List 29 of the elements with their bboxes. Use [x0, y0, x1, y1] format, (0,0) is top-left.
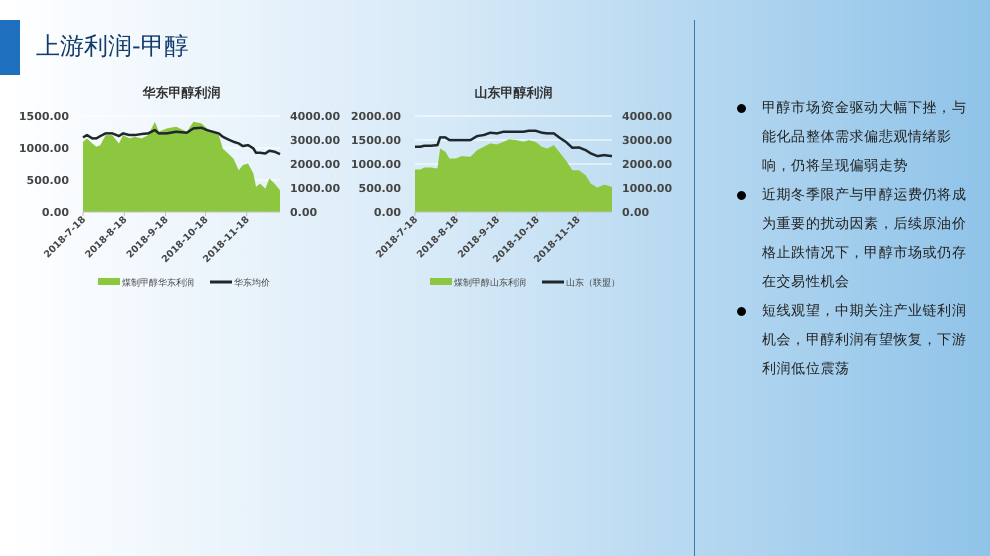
y2-tick-label: 4000.00 [622, 110, 672, 123]
y-tick-label: 1000.00 [350, 158, 402, 171]
y2-tick-label: 1000.00 [622, 182, 672, 195]
y-tick-label: 500.00 [358, 182, 402, 195]
y2-tick-label: 3000.00 [622, 134, 672, 147]
y2-tick-label: 2000.00 [290, 158, 340, 171]
y-tick-label: 1500.00 [18, 110, 70, 123]
chart-title: 华东甲醇利润 [142, 85, 220, 101]
text: 短线观望，中期关注产业链利润机会，甲醇利润有望恢复，下游利润低位震荡 [762, 302, 968, 379]
legend-label: 华东均价 [234, 278, 270, 288]
y2-tick-label: 0.00 [290, 206, 318, 219]
text: 甲醇市场资金驱动大幅下挫，与能化品整体需求偏悲观情绪影响，仍将呈现偏弱走势 [762, 99, 968, 176]
y-tick-label: 0.00 [42, 206, 70, 219]
legend-label: 煤制甲醇山东利润 [454, 278, 526, 288]
y-tick-label: 1000.00 [18, 142, 70, 155]
y2-tick-label: 3000.00 [290, 134, 340, 147]
legend-label: 煤制甲醇华东利润 [122, 278, 194, 288]
y2-tick-label: 1000.00 [290, 182, 340, 195]
legend-label: 山东（联盟） [566, 278, 620, 288]
text: 上游利润-甲醇 [36, 31, 189, 62]
y-tick-label: 0.00 [374, 206, 402, 219]
text: 近期冬季限产与甲醇运费仍将成为重要的扰动因素，后续原油价格止跌情况下，甲醇市场或仍存在交易性机会 [762, 186, 968, 292]
y2-tick-label: 4000.00 [290, 110, 340, 123]
y-tick-label: 500.00 [26, 174, 70, 187]
y2-tick-label: 0.00 [622, 206, 650, 219]
y-tick-label: 1500.00 [350, 134, 402, 147]
y-tick-label: 2000.00 [350, 110, 402, 123]
y2-tick-label: 2000.00 [622, 158, 672, 171]
chart-title: 山东甲醇利润 [474, 85, 552, 101]
